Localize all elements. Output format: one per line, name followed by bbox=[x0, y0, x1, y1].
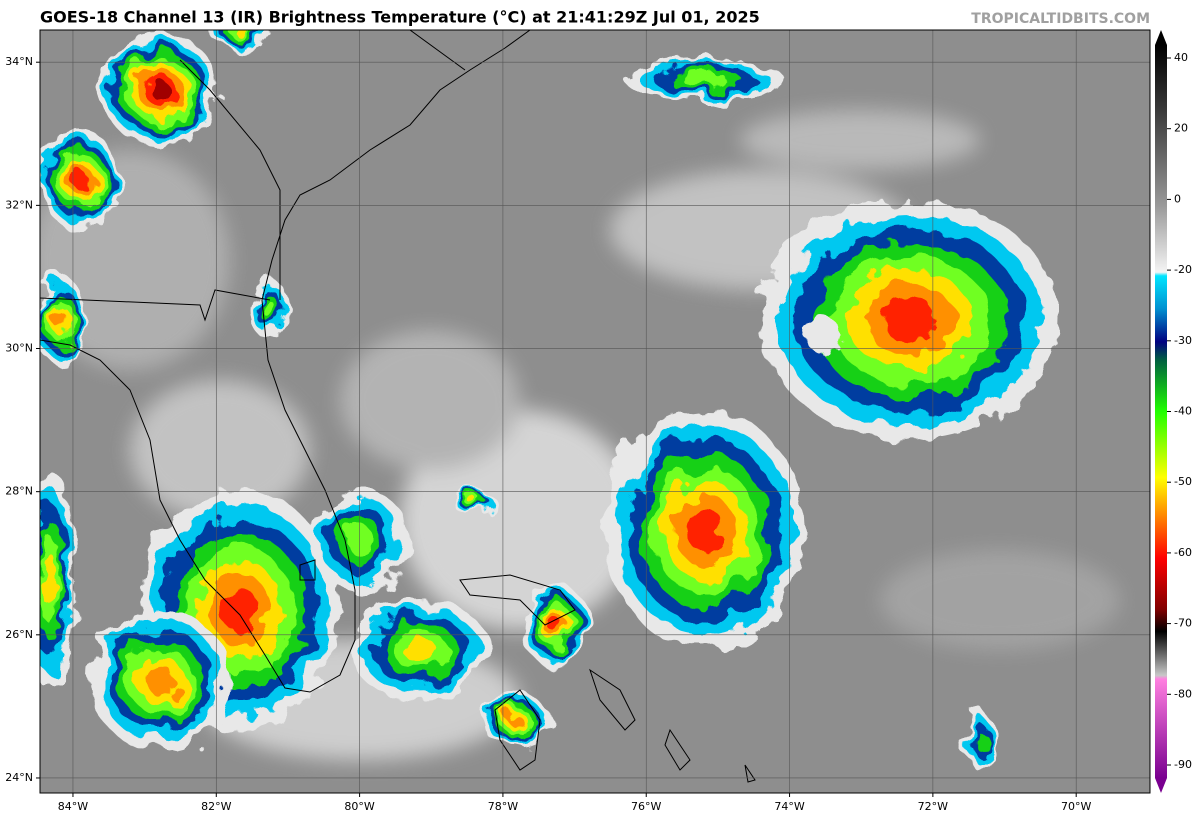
x-tick-label: 72°W bbox=[918, 800, 948, 813]
x-tick-label: 82°W bbox=[201, 800, 231, 813]
cloud bbox=[974, 729, 986, 751]
cloud bbox=[264, 301, 276, 319]
y-tick-label: 26°N bbox=[5, 628, 33, 641]
title: GOES-18 Channel 13 (IR) Brightness Tempe… bbox=[40, 8, 760, 27]
colorbar-extend-bottom bbox=[1155, 778, 1167, 793]
colorbar-tick-label: 20 bbox=[1174, 122, 1188, 135]
colorbar-tick-label: -90 bbox=[1174, 758, 1192, 771]
colorbar-tick-label: -80 bbox=[1174, 687, 1192, 700]
y-tick-label: 28°N bbox=[5, 485, 33, 498]
colorbar-tick-label: -70 bbox=[1174, 617, 1192, 630]
cloud bbox=[882, 297, 938, 343]
colorbar-tick-label: -60 bbox=[1174, 546, 1192, 559]
y-tick-label: 34°N bbox=[5, 55, 33, 68]
cloud-eye bbox=[805, 317, 841, 353]
cloud bbox=[72, 170, 88, 190]
x-tick-label: 80°W bbox=[344, 800, 374, 813]
cloud bbox=[43, 553, 57, 607]
y-tick-label: 32°N bbox=[5, 198, 33, 211]
cloud bbox=[507, 714, 523, 726]
cloud bbox=[686, 507, 724, 553]
cloud bbox=[403, 637, 437, 663]
colorbar-tick-label: -40 bbox=[1174, 405, 1192, 418]
colorbar-tick-label: -50 bbox=[1174, 475, 1192, 488]
colorbar-bar bbox=[1155, 45, 1167, 778]
colorbar bbox=[1155, 30, 1167, 793]
satellite-image bbox=[40, 30, 1150, 793]
colorbar-extend-top bbox=[1155, 30, 1167, 45]
x-tick-label: 74°W bbox=[774, 800, 804, 813]
colorbar-tick-label: -20 bbox=[1174, 263, 1192, 276]
x-tick-label: 78°W bbox=[488, 800, 518, 813]
cloud bbox=[682, 73, 728, 87]
map-frame bbox=[39, 29, 1151, 794]
cloud bbox=[54, 310, 66, 330]
y-tick-label: 30°N bbox=[5, 342, 33, 355]
colorbar-tick-label: 40 bbox=[1174, 51, 1188, 64]
cloud bbox=[221, 587, 259, 633]
x-tick-label: 76°W bbox=[631, 800, 661, 813]
cloud bbox=[150, 80, 170, 100]
y-tick-label: 24°N bbox=[5, 771, 33, 784]
x-tick-label: 70°W bbox=[1061, 800, 1091, 813]
cloud bbox=[345, 525, 375, 555]
cloud bbox=[145, 665, 175, 695]
coastline bbox=[40, 30, 756, 783]
cloud bbox=[232, 30, 248, 35]
cloud bbox=[469, 500, 481, 506]
watermark: TROPICALTIDBITS.COM bbox=[971, 11, 1150, 27]
x-tick-label: 84°W bbox=[58, 800, 88, 813]
colorbar-tick-label: -30 bbox=[1174, 334, 1192, 347]
colorbar-tick-label: 0 bbox=[1174, 192, 1181, 205]
